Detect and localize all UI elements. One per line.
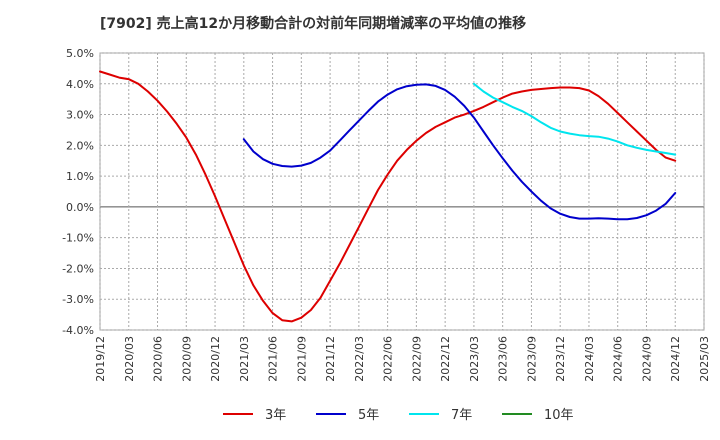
- grid: [99, 52, 705, 331]
- x-tick-label: 2020/06: [152, 336, 165, 382]
- x-tick-label: 2020/09: [180, 336, 193, 382]
- y-tick-label: -3.0%: [62, 293, 94, 306]
- x-tick-label: 2023/09: [525, 336, 538, 382]
- series-line-2: [472, 82, 677, 156]
- x-tick-label: 2024/06: [612, 336, 625, 382]
- x-tick-label: 2021/03: [238, 336, 251, 382]
- y-tick-label: -4.0%: [62, 324, 94, 337]
- x-tick-label: 2024/12: [669, 336, 682, 382]
- legend-label-0: 3年: [265, 408, 286, 423]
- x-tick-label: 2023/03: [468, 336, 481, 382]
- x-tick-label: 2022/09: [410, 336, 423, 382]
- x-tick-label: 2022/03: [353, 336, 366, 382]
- series-line-0: [99, 70, 677, 323]
- x-tick-label: 2021/09: [295, 336, 308, 382]
- x-tick-label: 2022/12: [439, 336, 452, 382]
- legend-label-2: 7年: [451, 408, 472, 423]
- x-tick-label: 2019/12: [94, 336, 107, 382]
- legend-label-3: 10年: [544, 408, 574, 423]
- legend: 3年 5年 7年 10年: [223, 408, 574, 423]
- series-line-1: [242, 83, 677, 221]
- y-tick-label: 1.0%: [66, 170, 94, 183]
- x-tick-label: 2025/03: [698, 336, 711, 382]
- series-lines: [99, 70, 677, 323]
- x-tick-label: 2021/12: [324, 336, 337, 382]
- x-axis-ticks: 2019/12 2020/03 2020/06 2020/09 2020/12 2021/…: [94, 336, 711, 382]
- x-tick-label: 2024/09: [640, 336, 653, 382]
- x-tick-label: 2021/06: [267, 336, 280, 382]
- chart-title: [7902] 売上高12か月移動合計の対前年同期増減率の平均値の推移: [100, 15, 526, 32]
- y-tick-label: 3.0%: [66, 109, 94, 122]
- x-tick-label: 2024/03: [583, 336, 596, 382]
- x-tick-label: 2020/12: [209, 336, 222, 382]
- y-axis-ticks: 5.0% 4.0% 3.0% 2.0% 1.0% 0.0% -1.0% -2.0% -3.0% -…: [62, 47, 94, 337]
- y-tick-label: 4.0%: [66, 78, 94, 91]
- y-tick-label: 0.0%: [66, 201, 94, 214]
- plot-border: [99, 52, 705, 331]
- x-tick-label: 2020/03: [123, 336, 136, 382]
- y-tick-label: 5.0%: [66, 47, 94, 60]
- y-tick-label: 2.0%: [66, 139, 94, 152]
- x-tick-label: 2023/06: [497, 336, 510, 382]
- y-tick-label: -2.0%: [62, 262, 94, 275]
- x-tick-label: 2023/12: [554, 336, 567, 382]
- x-tick-label: 2022/06: [382, 336, 395, 382]
- y-tick-label: -1.0%: [62, 232, 94, 245]
- legend-label-1: 5年: [358, 408, 379, 423]
